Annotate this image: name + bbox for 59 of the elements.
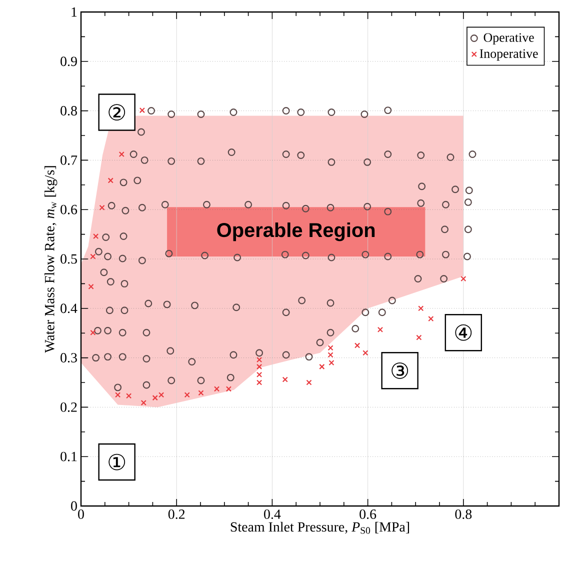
annotation: ② bbox=[108, 104, 126, 120]
point bbox=[256, 380, 262, 386]
point bbox=[282, 376, 288, 382]
point bbox=[328, 345, 334, 351]
annotation: ③ bbox=[392, 362, 408, 379]
point bbox=[362, 350, 368, 356]
point bbox=[256, 356, 262, 363]
point bbox=[140, 400, 146, 406]
point bbox=[214, 386, 220, 392]
point bbox=[226, 386, 232, 392]
x-tick-label: 0.6 bbox=[360, 510, 376, 519]
point bbox=[139, 107, 145, 114]
x-tick-label: 0.2 bbox=[168, 510, 185, 519]
point bbox=[198, 390, 204, 396]
y-tick-label: 0.2 bbox=[60, 402, 77, 412]
point bbox=[328, 352, 334, 358]
point bbox=[90, 330, 96, 336]
legend-label: Operative bbox=[484, 33, 534, 45]
point bbox=[158, 392, 164, 398]
point bbox=[126, 393, 132, 399]
y-tick-label: 1 bbox=[72, 7, 77, 17]
point bbox=[152, 395, 158, 401]
annotation: Operable Region bbox=[217, 222, 375, 242]
point bbox=[118, 151, 124, 158]
point bbox=[99, 204, 105, 210]
point bbox=[256, 372, 262, 378]
y-tick-label: 0.8 bbox=[60, 106, 77, 116]
point bbox=[428, 316, 434, 322]
annotation: ④ bbox=[455, 324, 472, 341]
point bbox=[93, 233, 99, 240]
y-tick-label: 0 bbox=[71, 501, 77, 511]
point bbox=[354, 342, 360, 348]
point bbox=[377, 326, 384, 332]
y-tick-label: 0.6 bbox=[60, 204, 78, 214]
y-tick-label: 0.1 bbox=[60, 452, 77, 462]
point bbox=[306, 380, 312, 386]
point bbox=[460, 276, 466, 282]
point bbox=[418, 306, 424, 312]
x-tick-label: 0.8 bbox=[455, 510, 472, 519]
point bbox=[184, 392, 190, 398]
legend-label: Inoperative bbox=[480, 49, 538, 61]
y-tick-label: 0.9 bbox=[60, 56, 77, 66]
x-tick-label: 0 bbox=[78, 510, 84, 519]
y-tick-label: 0.4 bbox=[60, 304, 78, 314]
point bbox=[328, 360, 334, 366]
point bbox=[90, 254, 96, 260]
y-tick-label: 0.5 bbox=[60, 254, 77, 264]
y-tick-label: 0.7 bbox=[60, 155, 78, 165]
annotation: ① bbox=[108, 454, 126, 470]
point bbox=[88, 284, 94, 290]
point bbox=[256, 364, 262, 370]
point bbox=[319, 364, 325, 370]
y-tick-label: 0.3 bbox=[60, 353, 77, 363]
point bbox=[115, 392, 121, 398]
point bbox=[108, 178, 114, 184]
x-tick-label: 0.4 bbox=[264, 510, 281, 519]
x-axis-title: Steam Inlet Pressure, P$_{S0}$ [MPa] bbox=[230, 522, 410, 534]
point bbox=[416, 334, 422, 340]
y-axis-title: Water Mass Flow Rate, m$_{w}$ [kg/s] bbox=[44, 166, 58, 353]
